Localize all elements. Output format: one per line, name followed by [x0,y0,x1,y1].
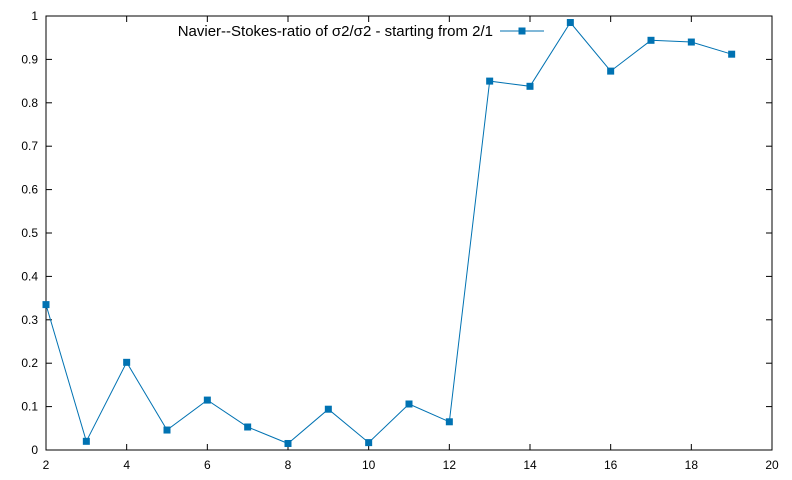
x-tick-label: 2 [43,458,50,472]
series-line [45,21,732,445]
plot-frame [45,15,773,451]
x-tick-label: 18 [685,458,699,472]
y-tick-label: 0.4 [21,269,38,283]
y-tick-label: 0.5 [21,226,38,240]
data-point [526,82,534,90]
x-tick-label: 14 [523,458,537,472]
data-point [647,36,655,44]
data-point [405,400,413,408]
legend-marker [518,27,526,35]
data-point [324,405,332,413]
data-point [163,426,171,434]
axis-ticks: 2 4 6 8 10 12 14 16 18 20 0 0.1 0.2 0.3 0.4 0.5 0.6 0.7 0.… [21,9,779,472]
data-point [365,439,373,447]
data-point [728,50,736,58]
y-tick-label: 0.1 [21,400,38,414]
x-tick-label: 10 [362,458,376,472]
x-tick-label: 4 [123,458,130,472]
y-tick-label: 0.7 [21,139,38,153]
x-tick-label: 20 [765,458,779,472]
series-layer [42,19,736,447]
data-point [123,358,131,366]
data-point [284,439,292,447]
data-point [445,418,453,426]
data-point [566,19,574,27]
data-point [203,396,211,404]
x-tick-label: 6 [204,458,211,472]
x-tick-label: 8 [285,458,292,472]
data-point [607,67,615,75]
data-point [486,77,494,85]
y-tick-label: 0.3 [21,313,38,327]
legend-label: Navier--Stokes-ratio of σ2/σ2 - starting… [178,23,493,40]
y-tick-label: 0.2 [21,356,38,370]
data-point [82,437,90,445]
y-tick-label: 1 [31,9,38,23]
y-tick-label: 0.9 [21,52,38,66]
y-tick-label: 0.6 [21,183,38,197]
x-tick-label: 12 [443,458,457,472]
x-tick-label: 16 [604,458,618,472]
data-point [244,423,252,431]
y-tick-label: 0 [31,443,38,457]
data-point [42,301,50,309]
y-tick-label: 0.8 [21,96,38,110]
legend: Navier--Stokes-ratio of σ2/σ2 - starting… [178,23,544,40]
data-point [687,38,695,46]
